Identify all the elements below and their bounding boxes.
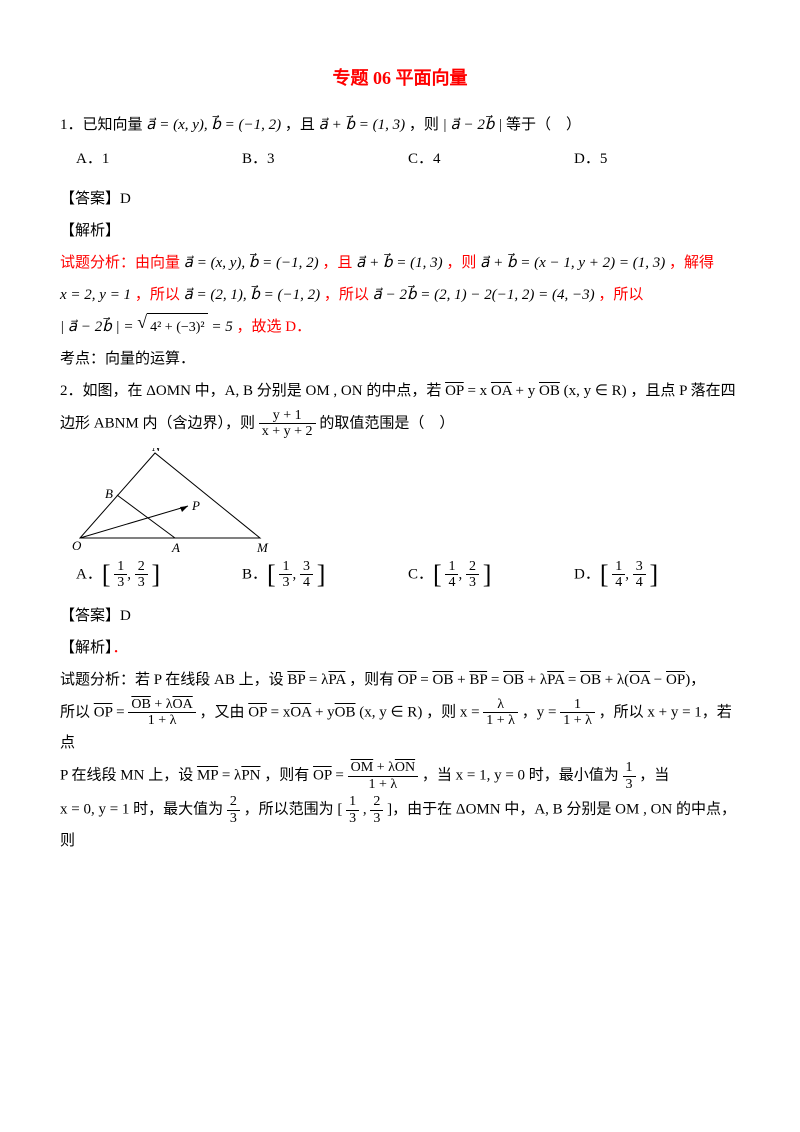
q2-line1: 试题分析：若 P 在线段 AB 上，设 BP = λPA ，则有 OP = OB…	[60, 665, 740, 695]
q1-line3: | a⃗ − 2b⃗ | = √4² + (−3)² = 5 ，故选 D．	[60, 312, 740, 342]
math: x = 2, y = 1	[60, 287, 131, 303]
svg-text:O: O	[72, 538, 82, 553]
math: a⃗ + b⃗ = (1, 3)	[319, 117, 405, 133]
q2-opt-c: C．[ 14, 23 ]	[408, 559, 574, 591]
text: = x	[467, 383, 487, 399]
text: 试题分析：由向量	[60, 255, 184, 271]
vec-oa: OA	[491, 383, 512, 399]
text: ，则	[446, 255, 480, 271]
text: ，所以	[598, 287, 643, 303]
text: ，且点 P 落在四	[630, 383, 735, 399]
text: ，所以	[135, 287, 184, 303]
q2-line4: x = 0, y = 1 时，最大值为 23 ，所以范围为 [ 13 , 23 …	[60, 794, 740, 856]
text: 等于（ ）	[506, 117, 581, 133]
svg-text:P: P	[191, 498, 200, 513]
text: 1．已知向量	[60, 117, 146, 133]
page-title: 专题 06 平面向量	[60, 60, 740, 96]
q2-stem-2: 边形 ABNM 内（含边界），则 y + 1x + y + 2 的取值范围是（ …	[60, 408, 740, 440]
text: 2．如图，在 ΔOMN 中，A, B 分别是 OM , ON 的中点，若	[60, 383, 445, 399]
q1-point: 考点：向量的运算．	[60, 344, 740, 374]
q2-explain-label: 【解析】．	[60, 633, 740, 663]
svg-text:M: M	[256, 540, 269, 553]
frac: y + 1x + y + 2	[259, 408, 316, 440]
q1-answer-label: 【答案】D	[60, 184, 740, 214]
q1-line1: 试题分析：由向量 a⃗ = (x, y), b⃗ = (−1, 2) ，且 a⃗…	[60, 248, 740, 278]
text: 的取值范围是（ ）	[319, 415, 454, 431]
svg-text:N: N	[151, 448, 162, 454]
text: ，则	[409, 117, 443, 133]
dot: ．	[113, 640, 128, 656]
math: a⃗ = (x, y), b⃗ = (−1, 2)	[184, 255, 319, 271]
q2-line3: P 在线段 MN 上，设 MP = λPN ，则有 OP = OM + λON1…	[60, 760, 740, 792]
text: + y	[516, 383, 536, 399]
q2-options: A．[ 13, 23 ] B．[ 13, 34 ] C．[ 14, 23 ] D…	[76, 559, 740, 591]
text: ，且	[285, 117, 319, 133]
text: ，且	[322, 255, 356, 271]
math: a⃗ + b⃗ = (1, 3)	[356, 255, 442, 271]
math: a⃗ + b⃗ = (x − 1, y + 2) = (1, 3)	[480, 255, 665, 271]
math: = 5	[211, 319, 232, 335]
svg-text:A: A	[171, 540, 180, 553]
triangle-figure: O A M N B P	[70, 448, 280, 553]
q2-opt-d: D．[ 14, 34 ]	[574, 559, 740, 591]
q1-opt-d: D．5	[574, 144, 740, 174]
radicand: 4² + (−3)²	[147, 313, 208, 342]
vec-ob: OB	[539, 383, 560, 399]
vec-op: OP	[445, 383, 464, 399]
q1-opt-c: C．4	[408, 144, 574, 174]
sqrt: √4² + (−3)²	[137, 313, 207, 342]
math: | a⃗ − 2b⃗ | =	[60, 319, 137, 335]
q2-opt-b: B．[ 13, 34 ]	[242, 559, 408, 591]
math: a⃗ = (x, y), b⃗ = (−1, 2)	[146, 117, 281, 133]
q1-stem: 1．已知向量 a⃗ = (x, y), b⃗ = (−1, 2) ，且 a⃗ +…	[60, 110, 740, 140]
q1-opt-a: A．1	[76, 144, 242, 174]
math: a⃗ − 2b⃗ = (2, 1) − 2(−1, 2) = (4, −3)	[373, 287, 595, 303]
q2-opt-a: A．[ 13, 23 ]	[76, 559, 242, 591]
text: ，故选 D．	[237, 319, 312, 335]
text: ，解得	[669, 255, 714, 271]
text: 【解析】	[60, 640, 113, 656]
q1-explain-label: 【解析】	[60, 216, 740, 246]
q2-answer-label: 【答案】D	[60, 601, 740, 631]
q1-options: A．1 B．3 C．4 D．5	[76, 144, 740, 174]
q1-opt-b: B．3	[242, 144, 408, 174]
text: (x, y ∈ R)	[564, 383, 627, 399]
svg-text:B: B	[105, 486, 113, 501]
math: | a⃗ − 2b⃗ |	[443, 117, 503, 133]
text: ，所以	[324, 287, 373, 303]
q2-stem-1: 2．如图，在 ΔOMN 中，A, B 分别是 OM , ON 的中点，若 OP …	[60, 376, 740, 406]
q2-line2: 所以 OP = OB + λOA1 + λ ，又由 OP = xOA + yOB…	[60, 697, 740, 759]
text: 边形 ABNM 内（含边界），则	[60, 415, 259, 431]
math: a⃗ = (2, 1), b⃗ = (−1, 2)	[184, 287, 321, 303]
q1-line2: x = 2, y = 1 ，所以 a⃗ = (2, 1), b⃗ = (−1, …	[60, 280, 740, 310]
